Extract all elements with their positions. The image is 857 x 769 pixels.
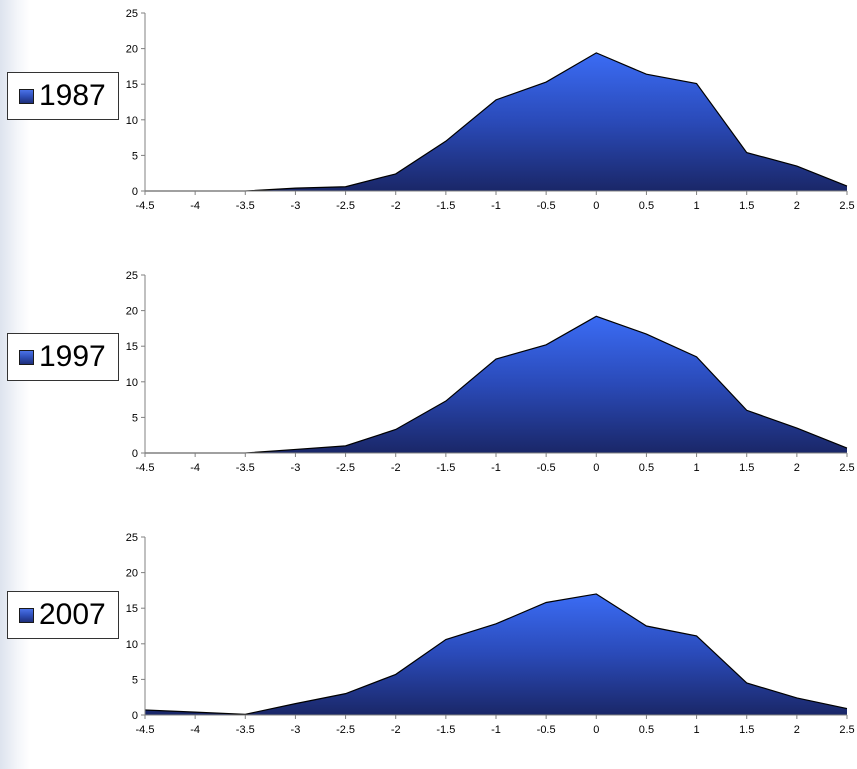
x-tick-label: -1.5 xyxy=(436,462,455,474)
area-fill xyxy=(145,52,847,191)
x-tick-label: -4 xyxy=(190,200,200,212)
legend-2007: 2007 xyxy=(7,591,119,639)
x-tick-label: 0 xyxy=(593,462,599,474)
chart-panel-1997: 0 5 10 15 20 25 -4.5 -4 -3.5 -3 -2.5 -2 -1.5 -1 -0.5 0 0… xyxy=(0,262,857,482)
legend-label: 1987 xyxy=(39,79,106,112)
x-tick-label: -3 xyxy=(291,724,301,736)
area-fill xyxy=(145,316,847,453)
x-tick-label: 0.5 xyxy=(639,200,654,212)
area-outline xyxy=(145,52,848,192)
legend-swatch xyxy=(19,349,34,365)
x-tick-label: -4.5 xyxy=(136,200,155,212)
x-tick-label: -4.5 xyxy=(136,462,155,474)
x-tick-label: -4.5 xyxy=(136,724,155,736)
legend-swatch xyxy=(19,88,34,104)
legend-1997: 1997 xyxy=(7,333,119,381)
y-tick-label: 20 xyxy=(126,568,138,580)
x-tick-label: -4 xyxy=(190,462,200,474)
x-tick-label: -0.5 xyxy=(537,724,556,736)
legend-1987: 1987 xyxy=(7,72,119,120)
x-tick-label: 1 xyxy=(694,724,700,736)
x-tick-label: -2 xyxy=(391,724,401,736)
y-tick-label: 20 xyxy=(126,44,138,56)
area-chart-1997: 0 5 10 15 20 25 -4.5 -4 -3.5 -3 -2.5 -2 -1.5 -1 -0.5 0 0… xyxy=(126,270,855,474)
area-fill xyxy=(145,593,847,715)
y-tick-label: 25 xyxy=(126,532,138,544)
x-tick-label: 2.5 xyxy=(839,724,854,736)
y-tick-label: 20 xyxy=(126,306,138,318)
x-tick-label: -2.5 xyxy=(336,462,355,474)
x-tick-label: -2.5 xyxy=(336,724,355,736)
legend-label: 1997 xyxy=(39,340,106,373)
area-outline xyxy=(144,593,848,715)
y-tick-label: 15 xyxy=(126,79,138,91)
chart-panel-2007: 0 5 10 15 20 25 -4.5 -4 -3.5 -3 -2.5 -2 -1.5 -1 -0.5 0 0… xyxy=(0,524,857,744)
y-tick-label: 10 xyxy=(126,115,138,127)
x-tick-label: 2.5 xyxy=(839,200,854,212)
x-tick-label: -1 xyxy=(491,724,501,736)
x-tick-label: 1.5 xyxy=(739,200,754,212)
x-tick-label: -1 xyxy=(491,462,501,474)
y-tick-label: 0 xyxy=(132,710,138,722)
background-fade xyxy=(0,0,30,769)
x-tick-label: -0.5 xyxy=(537,462,556,474)
x-tick-label: 1.5 xyxy=(739,462,754,474)
x-tick-label: -2 xyxy=(391,462,401,474)
x-tick-label: 0.5 xyxy=(639,724,654,736)
x-tick-label: -3.5 xyxy=(236,462,255,474)
y-tick-label: 5 xyxy=(132,674,138,686)
x-tick-label: -2.5 xyxy=(336,200,355,212)
x-tick-label: 0 xyxy=(593,724,599,736)
area-chart-2007: 0 5 10 15 20 25 -4.5 -4 -3.5 -3 -2.5 -2 -1.5 -1 -0.5 0 0… xyxy=(126,532,855,736)
x-tick-label: 1.5 xyxy=(739,724,754,736)
x-tick-label: -3.5 xyxy=(236,724,255,736)
y-tick-label: 25 xyxy=(126,8,138,20)
y-tick-label: 0 xyxy=(132,448,138,460)
x-tick-label: -3 xyxy=(291,200,301,212)
x-tick-label: 0 xyxy=(593,200,599,212)
y-tick-label: 10 xyxy=(126,639,138,651)
y-tick-label: 5 xyxy=(132,412,138,424)
x-tick-label: -2 xyxy=(391,200,401,212)
x-tick-label: 1 xyxy=(694,200,700,212)
x-tick-label: 1 xyxy=(694,462,700,474)
y-tick-label: 10 xyxy=(126,377,138,389)
x-tick-label: 2 xyxy=(794,462,800,474)
y-tick-label: 15 xyxy=(126,341,138,353)
x-tick-label: -1.5 xyxy=(436,200,455,212)
legend-swatch xyxy=(19,607,34,623)
y-tick-label: 25 xyxy=(126,270,138,282)
chart-panel-1987: 0 5 10 15 20 25 -4.5 -4 -3.5 -3 -2.5 -2 -1.5 -1 -0.5 0 0… xyxy=(0,0,857,220)
x-tick-label: -3 xyxy=(291,462,301,474)
x-tick-label: 2 xyxy=(794,200,800,212)
legend-label: 2007 xyxy=(39,598,106,631)
area-chart-1987: 0 5 10 15 20 25 -4.5 -4 -3.5 -3 -2.5 -2 -1.5 -1 -0.5 0 0… xyxy=(126,8,855,212)
y-tick-label: 15 xyxy=(126,603,138,615)
y-tick-label: 0 xyxy=(132,186,138,198)
x-tick-label: -4 xyxy=(190,724,200,736)
x-tick-label: -1.5 xyxy=(436,724,455,736)
x-tick-label: -0.5 xyxy=(537,200,556,212)
area-outline xyxy=(145,315,848,454)
x-tick-label: 2 xyxy=(794,724,800,736)
x-tick-label: -1 xyxy=(491,200,501,212)
y-tick-label: 5 xyxy=(132,150,138,162)
x-tick-label: -3.5 xyxy=(236,200,255,212)
x-tick-label: 0.5 xyxy=(639,462,654,474)
x-tick-label: 2.5 xyxy=(839,462,854,474)
